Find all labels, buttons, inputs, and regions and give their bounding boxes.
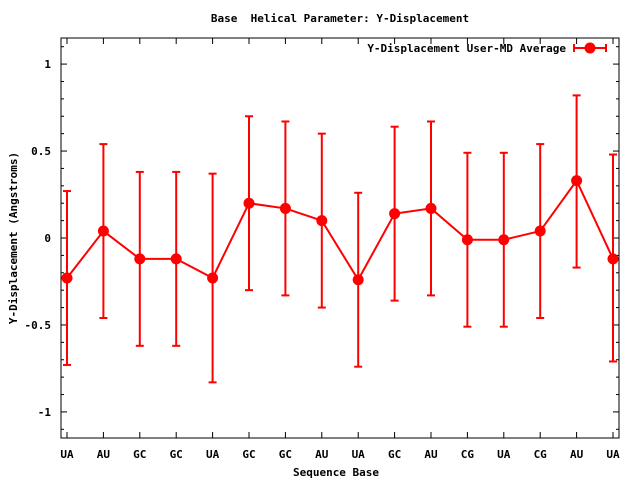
- x-tick-label: UA: [497, 448, 511, 461]
- data-point: [61, 272, 73, 284]
- data-point: [316, 215, 328, 227]
- data-point: [97, 225, 109, 237]
- series-group: [61, 94, 619, 384]
- x-tick-label: AU: [97, 448, 111, 461]
- y-tick-label: 0.5: [31, 145, 51, 158]
- data-point: [389, 208, 401, 220]
- x-axis: UA AU GC GC UA GC GC AU UA GC AU CG UA CG AU UA: [60, 38, 620, 461]
- plot-frame: [60, 37, 620, 439]
- data-point: [571, 175, 583, 187]
- legend-marker: [584, 42, 596, 54]
- series-line: [66, 178, 614, 282]
- y-tick-label: 0: [44, 232, 51, 245]
- y-axis: -1 -0.5 0 0.5 1: [25, 46, 619, 430]
- data-point: [170, 253, 182, 265]
- x-tick-label: GC: [388, 448, 401, 461]
- x-tick-label: GC: [133, 448, 146, 461]
- x-tick-label: AU: [570, 448, 584, 461]
- x-tick-label: CG: [534, 448, 548, 461]
- x-tick-label: UA: [206, 448, 220, 461]
- data-point: [534, 225, 546, 237]
- y-tick-label: 1: [44, 58, 51, 71]
- chart-title: Base Helical Parameter: Y-Displacement: [211, 12, 469, 25]
- data-point: [352, 274, 364, 286]
- x-axis-label: Sequence Base: [293, 466, 379, 479]
- x-tick-label: UA: [352, 448, 366, 461]
- x-tick-label: GC: [279, 448, 292, 461]
- y-tick-label: -1: [38, 406, 52, 419]
- data-point: [461, 234, 473, 246]
- data-point: [279, 202, 291, 214]
- x-tick-label: UA: [60, 448, 74, 461]
- y-axis-label: Y-Displacement (Angstroms): [7, 152, 20, 324]
- legend: Y-Displacement User-MD Average: [367, 42, 607, 55]
- x-tick-label: UA: [606, 448, 620, 461]
- y-tick-label: -0.5: [25, 319, 52, 332]
- data-point: [425, 202, 437, 214]
- data-point: [607, 253, 619, 265]
- data-point: [243, 197, 255, 209]
- x-tick-label: GC: [170, 448, 183, 461]
- data-point: [207, 272, 219, 284]
- x-tick-label: AU: [315, 448, 329, 461]
- legend-label: Y-Displacement User-MD Average: [367, 42, 566, 55]
- x-tick-label: AU: [424, 448, 438, 461]
- data-point: [498, 234, 510, 246]
- x-tick-label: GC: [242, 448, 255, 461]
- data-point: [134, 253, 146, 265]
- x-tick-label: CG: [461, 448, 475, 461]
